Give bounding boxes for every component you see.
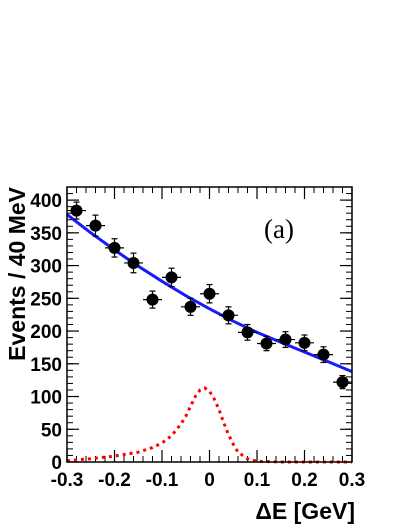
x-tick-labels: -0.3 -0.2 -0.1 0 0.1 0.2 0.3 bbox=[51, 470, 366, 491]
x-tick-label: 0.1 bbox=[244, 470, 271, 491]
data-points-layer bbox=[67, 201, 352, 390]
data-marker bbox=[203, 287, 216, 300]
y-tick-labels: 0 50 100 150 200 250 300 350 400 bbox=[30, 191, 62, 474]
data-marker bbox=[336, 376, 349, 389]
data-point bbox=[314, 346, 333, 364]
x-tick-label: 0 bbox=[204, 470, 215, 491]
data-point bbox=[238, 323, 257, 341]
data-point bbox=[200, 283, 219, 304]
data-marker bbox=[89, 219, 102, 232]
y-tick-label: 250 bbox=[30, 289, 62, 310]
x-tick-label: 0.2 bbox=[291, 470, 317, 491]
data-marker bbox=[241, 326, 254, 339]
y-axis-title: Events / 40 MeV bbox=[4, 186, 30, 361]
data-point bbox=[143, 290, 162, 309]
y-tick-label: 200 bbox=[30, 322, 62, 343]
data-marker bbox=[108, 241, 121, 254]
data-marker bbox=[165, 271, 178, 284]
data-marker bbox=[222, 309, 235, 322]
x-tick-label: -0.3 bbox=[51, 470, 84, 491]
data-marker bbox=[70, 204, 83, 217]
data-marker bbox=[298, 336, 311, 349]
data-point bbox=[276, 331, 295, 349]
data-point bbox=[333, 374, 352, 390]
signal-curve bbox=[66, 386, 352, 464]
y-tick-label: 400 bbox=[30, 191, 62, 212]
data-point bbox=[124, 252, 143, 274]
data-point bbox=[257, 335, 276, 352]
data-marker bbox=[184, 300, 197, 313]
data-point bbox=[86, 214, 105, 237]
y-tick-label: 150 bbox=[30, 355, 62, 376]
panel-label: (a) bbox=[264, 214, 294, 244]
y-tick-label: 0 bbox=[51, 453, 62, 474]
data-point bbox=[219, 306, 238, 325]
x-tick-label: -0.1 bbox=[146, 470, 179, 491]
x-tick-label: -0.2 bbox=[98, 470, 131, 491]
data-point bbox=[105, 238, 124, 258]
x-tick-label: 0.3 bbox=[339, 470, 365, 491]
y-tick-label: 50 bbox=[41, 420, 62, 441]
data-point bbox=[67, 201, 86, 220]
y-tick-label: 100 bbox=[30, 388, 62, 409]
data-marker bbox=[279, 333, 292, 346]
x-axis-title: ΔE [GeV] bbox=[255, 498, 355, 524]
data-marker bbox=[146, 293, 159, 306]
data-marker bbox=[260, 337, 273, 350]
curves-layer bbox=[66, 213, 353, 464]
data-point bbox=[181, 297, 200, 316]
axis-ticks bbox=[66, 186, 353, 463]
y-tick-label: 300 bbox=[30, 257, 62, 278]
data-point bbox=[295, 334, 314, 352]
data-marker bbox=[127, 256, 140, 269]
plot-frame bbox=[66, 186, 353, 463]
y-tick-label: 350 bbox=[30, 224, 62, 245]
data-point bbox=[162, 267, 181, 288]
data-marker bbox=[317, 348, 330, 361]
